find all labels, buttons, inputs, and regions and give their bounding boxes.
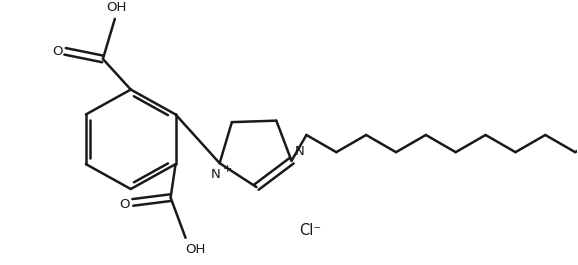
Text: O: O	[52, 45, 62, 58]
Text: N: N	[295, 145, 305, 158]
Text: OH: OH	[107, 1, 127, 14]
Text: O: O	[120, 198, 130, 211]
Text: +: +	[223, 164, 232, 174]
Text: Cl⁻: Cl⁻	[299, 223, 321, 238]
Text: OH: OH	[186, 243, 206, 256]
Text: N: N	[211, 168, 221, 181]
